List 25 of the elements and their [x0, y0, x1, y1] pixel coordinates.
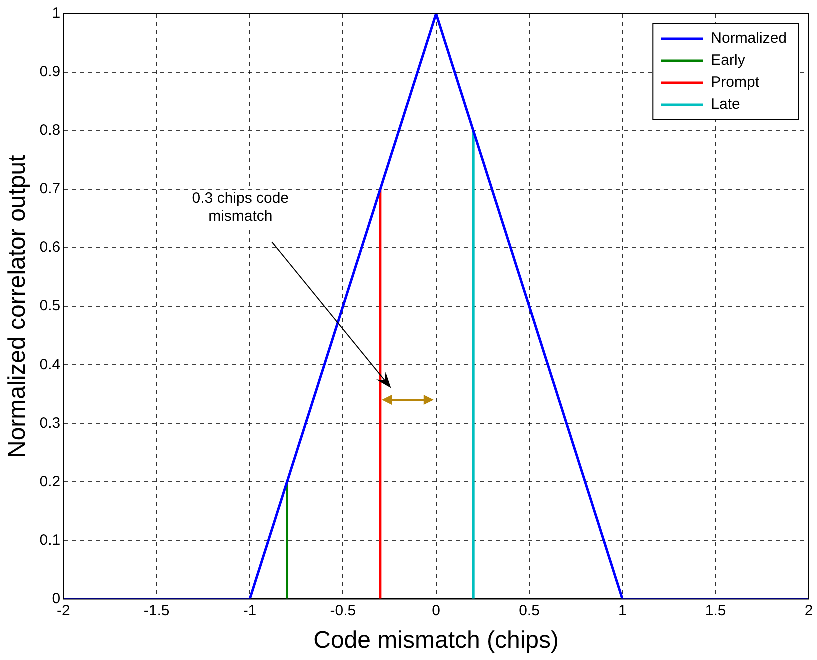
y-axis-title: Normalized correlator output	[4, 154, 32, 458]
legend-label: Late	[711, 96, 740, 114]
y-tick-label: 0.5	[40, 298, 61, 315]
x-axis-title: Code mismatch (chips)	[314, 627, 560, 654]
y-tick-label: 0.3	[40, 414, 61, 432]
legend-label: Early	[711, 52, 746, 70]
x-tick-label: -0.5	[330, 602, 356, 620]
y-tick-label: 1	[52, 5, 61, 22]
x-tick-label: 1.5	[705, 602, 726, 620]
y-tick-label: 0.1	[40, 532, 61, 549]
y-tick-label: 0.6	[40, 239, 61, 256]
x-tick-label: 2	[804, 602, 814, 620]
y-tick-label: 0.7	[40, 180, 61, 198]
y-tick-label: 0.2	[40, 473, 61, 490]
y-tick-label: 0.8	[40, 122, 61, 140]
x-tick-label: 0.5	[519, 602, 540, 620]
x-tick-label: -1.5	[144, 602, 170, 620]
x-tick-label: 1	[618, 602, 627, 620]
legend-label: Prompt	[711, 74, 760, 92]
legend-label: Normalized	[711, 30, 787, 48]
x-tick-label: 0	[432, 602, 440, 620]
y-tick-label: 0.9	[40, 64, 61, 81]
annotation: 0.3 chips code mismatch	[170, 190, 311, 226]
x-tick-label: -1	[243, 602, 257, 620]
y-tick-label: 0.4	[40, 356, 61, 374]
